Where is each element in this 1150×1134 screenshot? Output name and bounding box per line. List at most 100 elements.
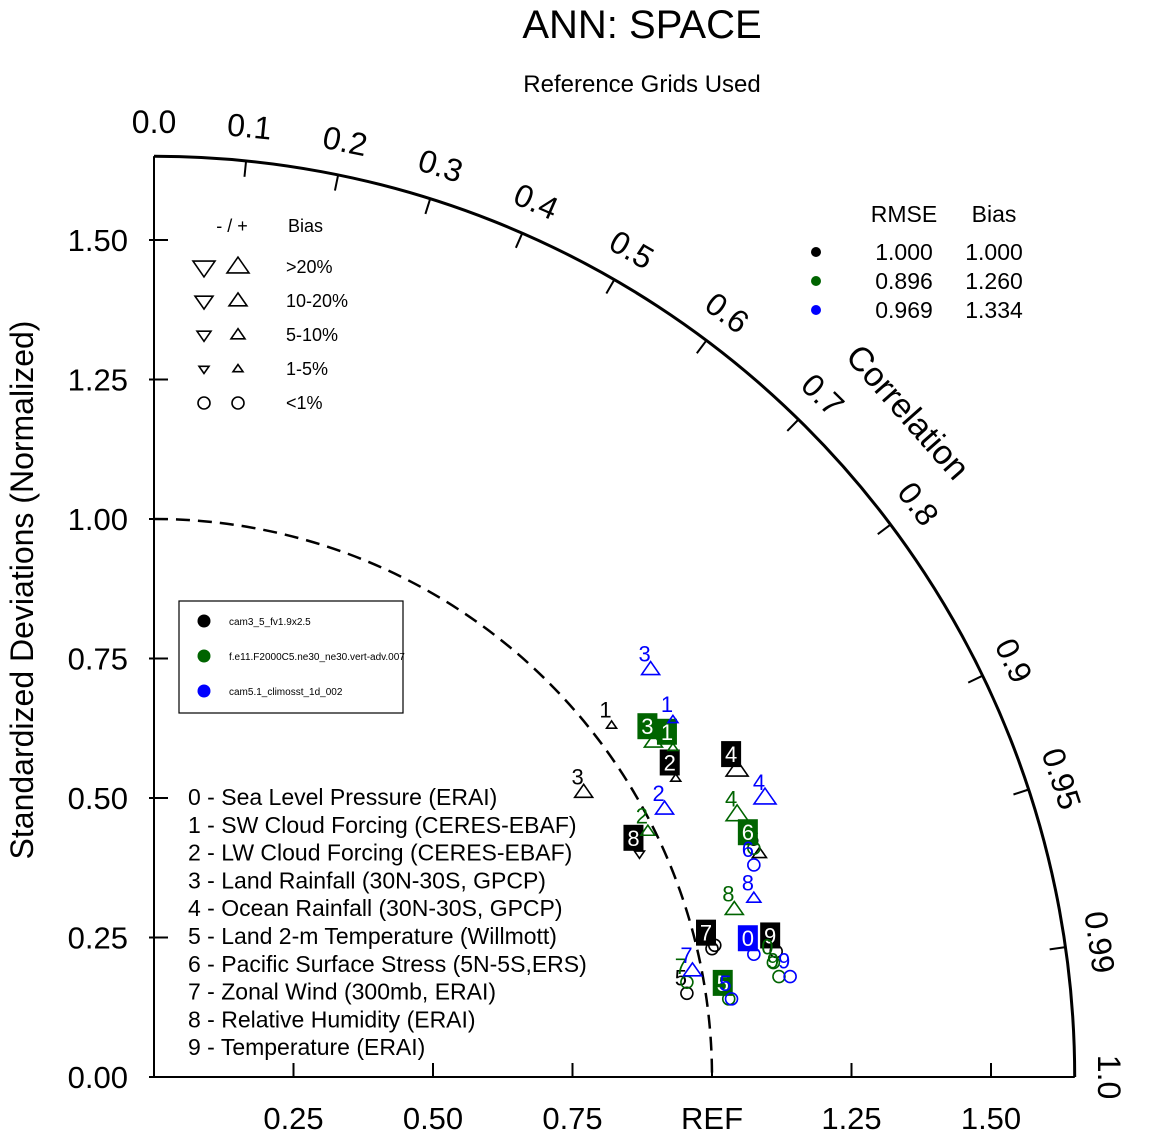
data-point-label: 4: [753, 770, 765, 795]
data-point-label: 3: [641, 714, 653, 739]
variable-list-item: 0 - Sea Level Pressure (ERAI): [188, 784, 497, 810]
data-point-label: 9: [764, 923, 776, 948]
data-point-label: 1: [661, 720, 673, 745]
bias-legend-down-icon: [191, 260, 217, 279]
data-point-label-box: [656, 718, 677, 745]
case-legend-label: cam3_5_fv1.9x2.5: [229, 617, 311, 628]
y-tick-label: 1.25: [68, 363, 128, 398]
plot-area: 0.000.250.500.751.001.251.500.25 0.50 0.75…: [68, 104, 1128, 1134]
chart-title: ANN: SPACE: [522, 3, 761, 47]
data-point-label: 4: [725, 742, 737, 767]
summary-bias-value: 1.334: [965, 297, 1023, 323]
correlation-tick: [696, 339, 708, 354]
bias-legend-down-icon: [193, 295, 215, 311]
data-point-label-box: [721, 741, 742, 768]
data-point-label-box: [637, 713, 658, 740]
x-tick-label: 1.50: [961, 1101, 1021, 1134]
bias-legend-label: >20%: [286, 257, 333, 277]
data-point-marker: [724, 803, 750, 822]
data-point-label: 5: [719, 971, 731, 996]
correlation-tick-label: 0.0: [132, 104, 176, 140]
reference-arc: [153, 517, 714, 1078]
data-point-label: 1: [661, 692, 673, 717]
bias-legend-up-icon: [231, 363, 245, 373]
correlation-tick-label: 0.6: [699, 285, 756, 340]
outer-arc: [153, 154, 1077, 1078]
data-point-label-box: [659, 749, 680, 776]
case-legend-dot: [197, 614, 211, 628]
correlation-tick: [877, 523, 892, 535]
y-tick-label: 0.50: [68, 781, 128, 816]
correlation-tick-label: 0.95: [1035, 744, 1089, 814]
summary-bias-header: Bias: [972, 201, 1017, 227]
data-point-label: 3: [572, 764, 584, 789]
y-axis-label: Standardized Deviations (Normalized): [4, 321, 40, 860]
data-point-label: 8: [742, 870, 754, 895]
summary-bias-value: 1.000: [965, 239, 1023, 265]
data-point-marker: [666, 713, 680, 724]
data-point-label: 9: [767, 949, 779, 974]
variable-list-item: 8 - Relative Humidity (ERAI): [188, 1006, 476, 1032]
data-point-marker: [750, 846, 768, 859]
data-point-marker: [783, 969, 797, 984]
correlation-tick-label: 1.0: [1091, 1055, 1127, 1099]
data-point-marker: [640, 660, 662, 676]
bias-legend-label: 10-20%: [286, 291, 348, 311]
correlation-tick: [333, 174, 340, 191]
correlation-tick-label: 0.3: [414, 142, 467, 190]
y-tick-label: 1.50: [68, 223, 128, 258]
data-point-marker: [654, 799, 676, 815]
correlation-tick: [786, 418, 800, 432]
data-point-marker: [632, 850, 646, 860]
bias-legend-up-icon: [227, 291, 249, 307]
bias-legend-circle-icon: [197, 396, 211, 410]
y-tick-label: 0.75: [68, 642, 128, 677]
data-point-label-box: [623, 824, 644, 851]
data-point-marker: [605, 719, 619, 729]
data-point-label: 3: [638, 642, 650, 667]
x-tick-label: 0.75: [542, 1101, 602, 1134]
x-tick-label: 0.50: [403, 1101, 463, 1134]
data-point-marker: [666, 741, 680, 752]
variable-list-item: 3 - Land Rainfall (30N-30S, GPCP): [188, 867, 546, 893]
x-tick-label: 0.25: [263, 1101, 323, 1134]
correlation-tick-label: 0.2: [320, 119, 371, 163]
data-point-label: 6: [742, 837, 754, 862]
data-point-label-box: [737, 925, 758, 952]
data-point-label-box: [696, 919, 716, 946]
summary-rmse-value: 0.896: [875, 268, 933, 294]
summary-rmse-value: 0.969: [875, 297, 933, 323]
data-point-label: 1: [599, 697, 611, 722]
data-point-marker: [745, 890, 763, 904]
data-point-label-box: [737, 819, 758, 846]
correlation-tick: [514, 232, 524, 249]
chart-subtitle: Reference Grids Used: [523, 71, 760, 98]
data-point-marker: [642, 732, 664, 748]
correlation-tick: [1013, 788, 1029, 796]
bias-legend-label: 5-10%: [286, 325, 338, 345]
data-point-marker: [680, 986, 694, 1001]
correlation-tick: [243, 160, 248, 177]
variable-list-item: 2 - LW Cloud Forcing (CERES-EBAF): [188, 840, 572, 866]
data-point-marker: [723, 900, 745, 916]
bias-legend-bias-header: Bias: [288, 216, 323, 236]
summary-dot: [811, 305, 821, 315]
data-point-label: 2: [652, 781, 664, 806]
data-point-marker: [639, 823, 657, 837]
case-legend-label: cam5.1_climosst_1d_002: [229, 687, 343, 698]
data-point-label: 6: [742, 820, 754, 845]
variable-list-item: 6 - Pacific Surface Stress (5N-5S,ERS): [188, 951, 587, 977]
data-point-marker: [669, 772, 683, 782]
summary-dot: [811, 276, 821, 286]
data-point-marker: [724, 758, 750, 777]
correlation-tick-label: 0.8: [890, 475, 945, 532]
correlation-label: Correlation: [838, 338, 977, 488]
case-legend-dot: [197, 649, 211, 663]
correlation-tick: [967, 674, 984, 684]
data-point-label: 2: [636, 803, 648, 828]
summary-rmse-value: 1.000: [875, 239, 933, 265]
correlation-tick-label: 0.4: [509, 176, 564, 227]
